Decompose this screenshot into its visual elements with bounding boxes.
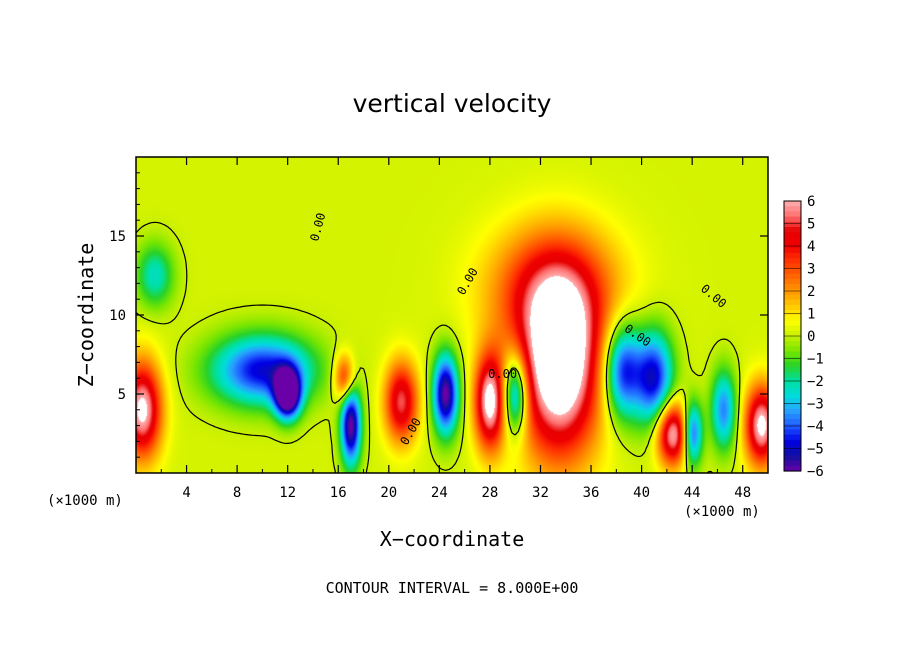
colorbar-swatch xyxy=(784,252,801,259)
x-tick-label: 28 xyxy=(481,485,498,501)
colorbar-swatch xyxy=(784,325,801,332)
colorbar-swatch xyxy=(784,221,801,228)
colorbar-swatch xyxy=(784,413,801,420)
colorbar-swatch xyxy=(784,310,801,316)
colorbar-swatch xyxy=(784,434,801,441)
x-tick-label: 40 xyxy=(633,485,650,501)
colorbar-swatch xyxy=(784,284,801,290)
colorbar-swatch xyxy=(784,232,801,238)
chart-title: vertical velocity xyxy=(353,89,552,118)
colorbar-label: −4 xyxy=(807,419,824,435)
colorbar-swatch xyxy=(784,465,801,472)
colorbar-swatch xyxy=(784,320,801,327)
colorbar-swatch xyxy=(784,439,801,446)
colorbar-swatch xyxy=(784,242,801,249)
plot-area: 0.000.000.000.000.000.004 8 12 16 20 24 28 32 36… xyxy=(109,156,769,501)
colorbar-swatch xyxy=(784,247,801,254)
colorbar-label: 4 xyxy=(807,239,815,255)
colorbar-swatch xyxy=(784,424,801,431)
colorbar-swatch xyxy=(784,294,801,301)
colorbar-swatch xyxy=(784,341,801,347)
colorbar-label: −5 xyxy=(807,442,824,458)
colorbar-label: 6 xyxy=(807,194,815,210)
colorbar-swatch xyxy=(784,403,801,410)
colorbar-swatch xyxy=(784,278,801,285)
x-tick-label: 44 xyxy=(684,485,701,501)
colorbar-swatch xyxy=(784,382,801,389)
colorbar-swatch xyxy=(784,419,801,425)
colorbar-swatch xyxy=(784,299,801,306)
colorbar-swatch xyxy=(784,201,801,207)
contour-interval-footer: CONTOUR INTERVAL = 8.000E+00 xyxy=(326,579,579,597)
colorbar-label: 5 xyxy=(807,217,815,233)
x-tick-label: 48 xyxy=(734,485,751,501)
x-tick-label: 20 xyxy=(380,485,397,501)
colorbar: 6 5 4 3 2 1 0 −1 −2 −3 −4 −5 −6 xyxy=(783,194,824,480)
colorbar-swatch xyxy=(784,460,801,467)
colorbar-swatch xyxy=(784,289,801,296)
colorbar-label: −6 xyxy=(807,464,824,480)
x-tick-label: 8 xyxy=(233,485,241,501)
colorbar-label: 0 xyxy=(807,329,815,345)
colorbar-swatch xyxy=(784,216,801,223)
colorbar-swatch xyxy=(784,455,801,462)
colorbar-swatch xyxy=(784,377,801,384)
colorbar-swatch xyxy=(784,372,801,379)
colorbar-swatch xyxy=(784,387,801,394)
y-tick-label: 5 xyxy=(118,387,126,403)
x-axis-label: X−coordinate xyxy=(380,527,525,551)
colorbar-swatch xyxy=(784,408,801,415)
colorbar-swatch xyxy=(784,330,801,337)
x-tick-label: 32 xyxy=(532,485,549,501)
y-tick-label: 15 xyxy=(109,229,126,245)
x-units-left: (×1000 m) xyxy=(47,493,123,509)
colorbar-swatch xyxy=(784,398,801,405)
colorbar-label: 3 xyxy=(807,262,815,278)
colorbar-swatch xyxy=(784,346,801,353)
x-tick-label: 16 xyxy=(330,485,347,501)
x-tick-label: 4 xyxy=(182,485,190,501)
colorbar-swatch xyxy=(784,351,801,358)
heatmap-field xyxy=(136,157,768,473)
colorbar-swatch xyxy=(784,393,801,399)
colorbar-swatch xyxy=(784,336,801,342)
colorbar-swatch xyxy=(784,367,801,373)
colorbar-swatch xyxy=(784,268,801,275)
colorbar-label: −1 xyxy=(807,352,824,368)
colorbar-label: 2 xyxy=(807,284,815,300)
colorbar-swatch xyxy=(784,258,801,264)
colorbar-swatch xyxy=(784,237,801,244)
y-tick-label: 10 xyxy=(109,308,126,324)
zero-contour-line xyxy=(135,221,741,474)
colorbar-swatch xyxy=(784,429,801,436)
x-tick-label: 24 xyxy=(431,485,448,501)
x-units-right: (×1000 m) xyxy=(684,504,760,520)
colorbar-swatch xyxy=(784,304,801,311)
colorbar-swatch xyxy=(784,273,801,280)
colorbar-swatch xyxy=(784,445,801,451)
colorbar-swatch xyxy=(784,211,801,218)
colorbar-swatch xyxy=(784,206,801,212)
colorbar-label: 1 xyxy=(807,307,815,323)
contour-label: 0.00 xyxy=(488,367,517,381)
colorbar-swatch xyxy=(784,356,801,363)
x-tick-label: 12 xyxy=(279,485,296,501)
y-axis-label: Z−coordinate xyxy=(74,243,98,388)
x-tick-label: 36 xyxy=(583,485,600,501)
colorbar-label: −2 xyxy=(807,374,824,390)
colorbar-swatch xyxy=(784,226,801,233)
colorbar-label: −3 xyxy=(807,397,824,413)
colorbar-swatch xyxy=(784,450,801,457)
colorbar-swatch xyxy=(784,315,801,322)
colorbar-swatch xyxy=(784,361,801,368)
colorbar-swatch xyxy=(784,263,801,270)
